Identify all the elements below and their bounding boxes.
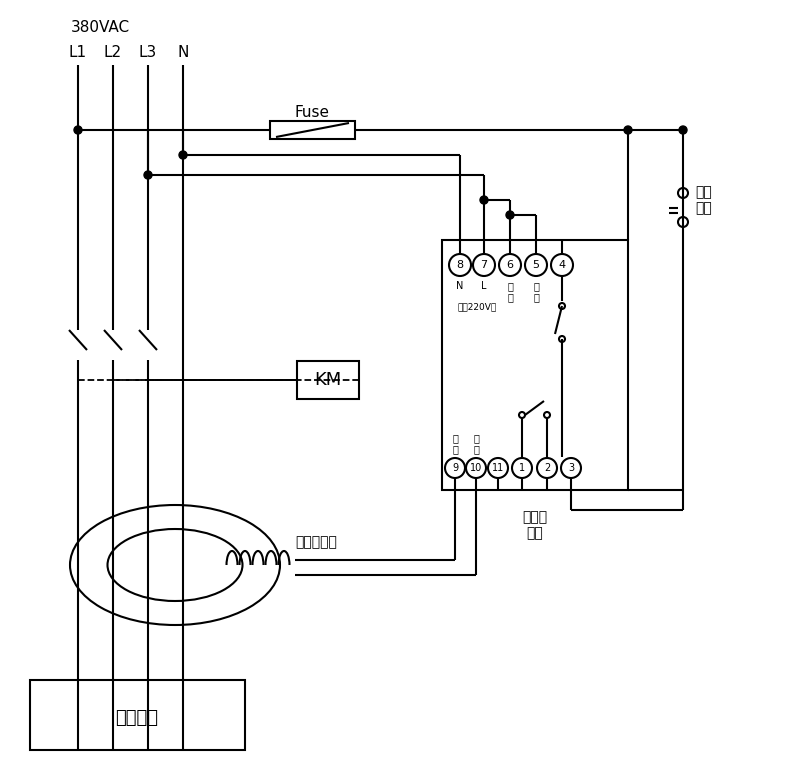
Text: 2: 2 [544, 463, 550, 473]
Text: 11: 11 [492, 463, 504, 473]
Text: 信
号: 信 号 [473, 433, 479, 454]
Text: 用户设备: 用户设备 [115, 709, 158, 727]
Text: 5: 5 [533, 260, 539, 270]
Circle shape [74, 126, 82, 134]
Circle shape [679, 126, 687, 134]
Bar [442, 240, 628, 490]
Text: 试
验: 试 验 [507, 281, 513, 301]
Text: L: L [482, 281, 486, 291]
Text: KM: KM [314, 371, 342, 389]
Text: Fuse: Fuse [295, 105, 330, 120]
Bar [270, 121, 355, 139]
Text: 1: 1 [519, 463, 525, 473]
Text: 380VAC: 380VAC [70, 20, 130, 35]
Text: 4: 4 [558, 260, 566, 270]
Text: 10: 10 [470, 463, 482, 473]
Text: 电源220V～: 电源220V～ [458, 302, 498, 311]
Text: L3: L3 [139, 45, 157, 60]
Text: 8: 8 [457, 260, 463, 270]
Text: 接声光
报警: 接声光 报警 [522, 510, 547, 540]
Text: 自锁
开关: 自锁 开关 [695, 185, 712, 216]
Text: 3: 3 [568, 463, 574, 473]
Text: 9: 9 [452, 463, 458, 473]
Text: 7: 7 [481, 260, 487, 270]
Circle shape [179, 151, 187, 159]
Bar [297, 361, 359, 399]
Circle shape [624, 126, 632, 134]
Text: N: N [178, 45, 189, 60]
Circle shape [144, 171, 152, 179]
Text: 试
验: 试 验 [533, 281, 539, 301]
Text: N: N [456, 281, 464, 291]
Text: L2: L2 [104, 45, 122, 60]
Text: L1: L1 [69, 45, 87, 60]
Text: 零序互感器: 零序互感器 [295, 535, 337, 549]
Text: 信
号: 信 号 [452, 433, 458, 454]
Text: 6: 6 [506, 260, 514, 270]
Circle shape [480, 196, 488, 204]
Circle shape [506, 211, 514, 219]
Bar [30, 680, 245, 750]
